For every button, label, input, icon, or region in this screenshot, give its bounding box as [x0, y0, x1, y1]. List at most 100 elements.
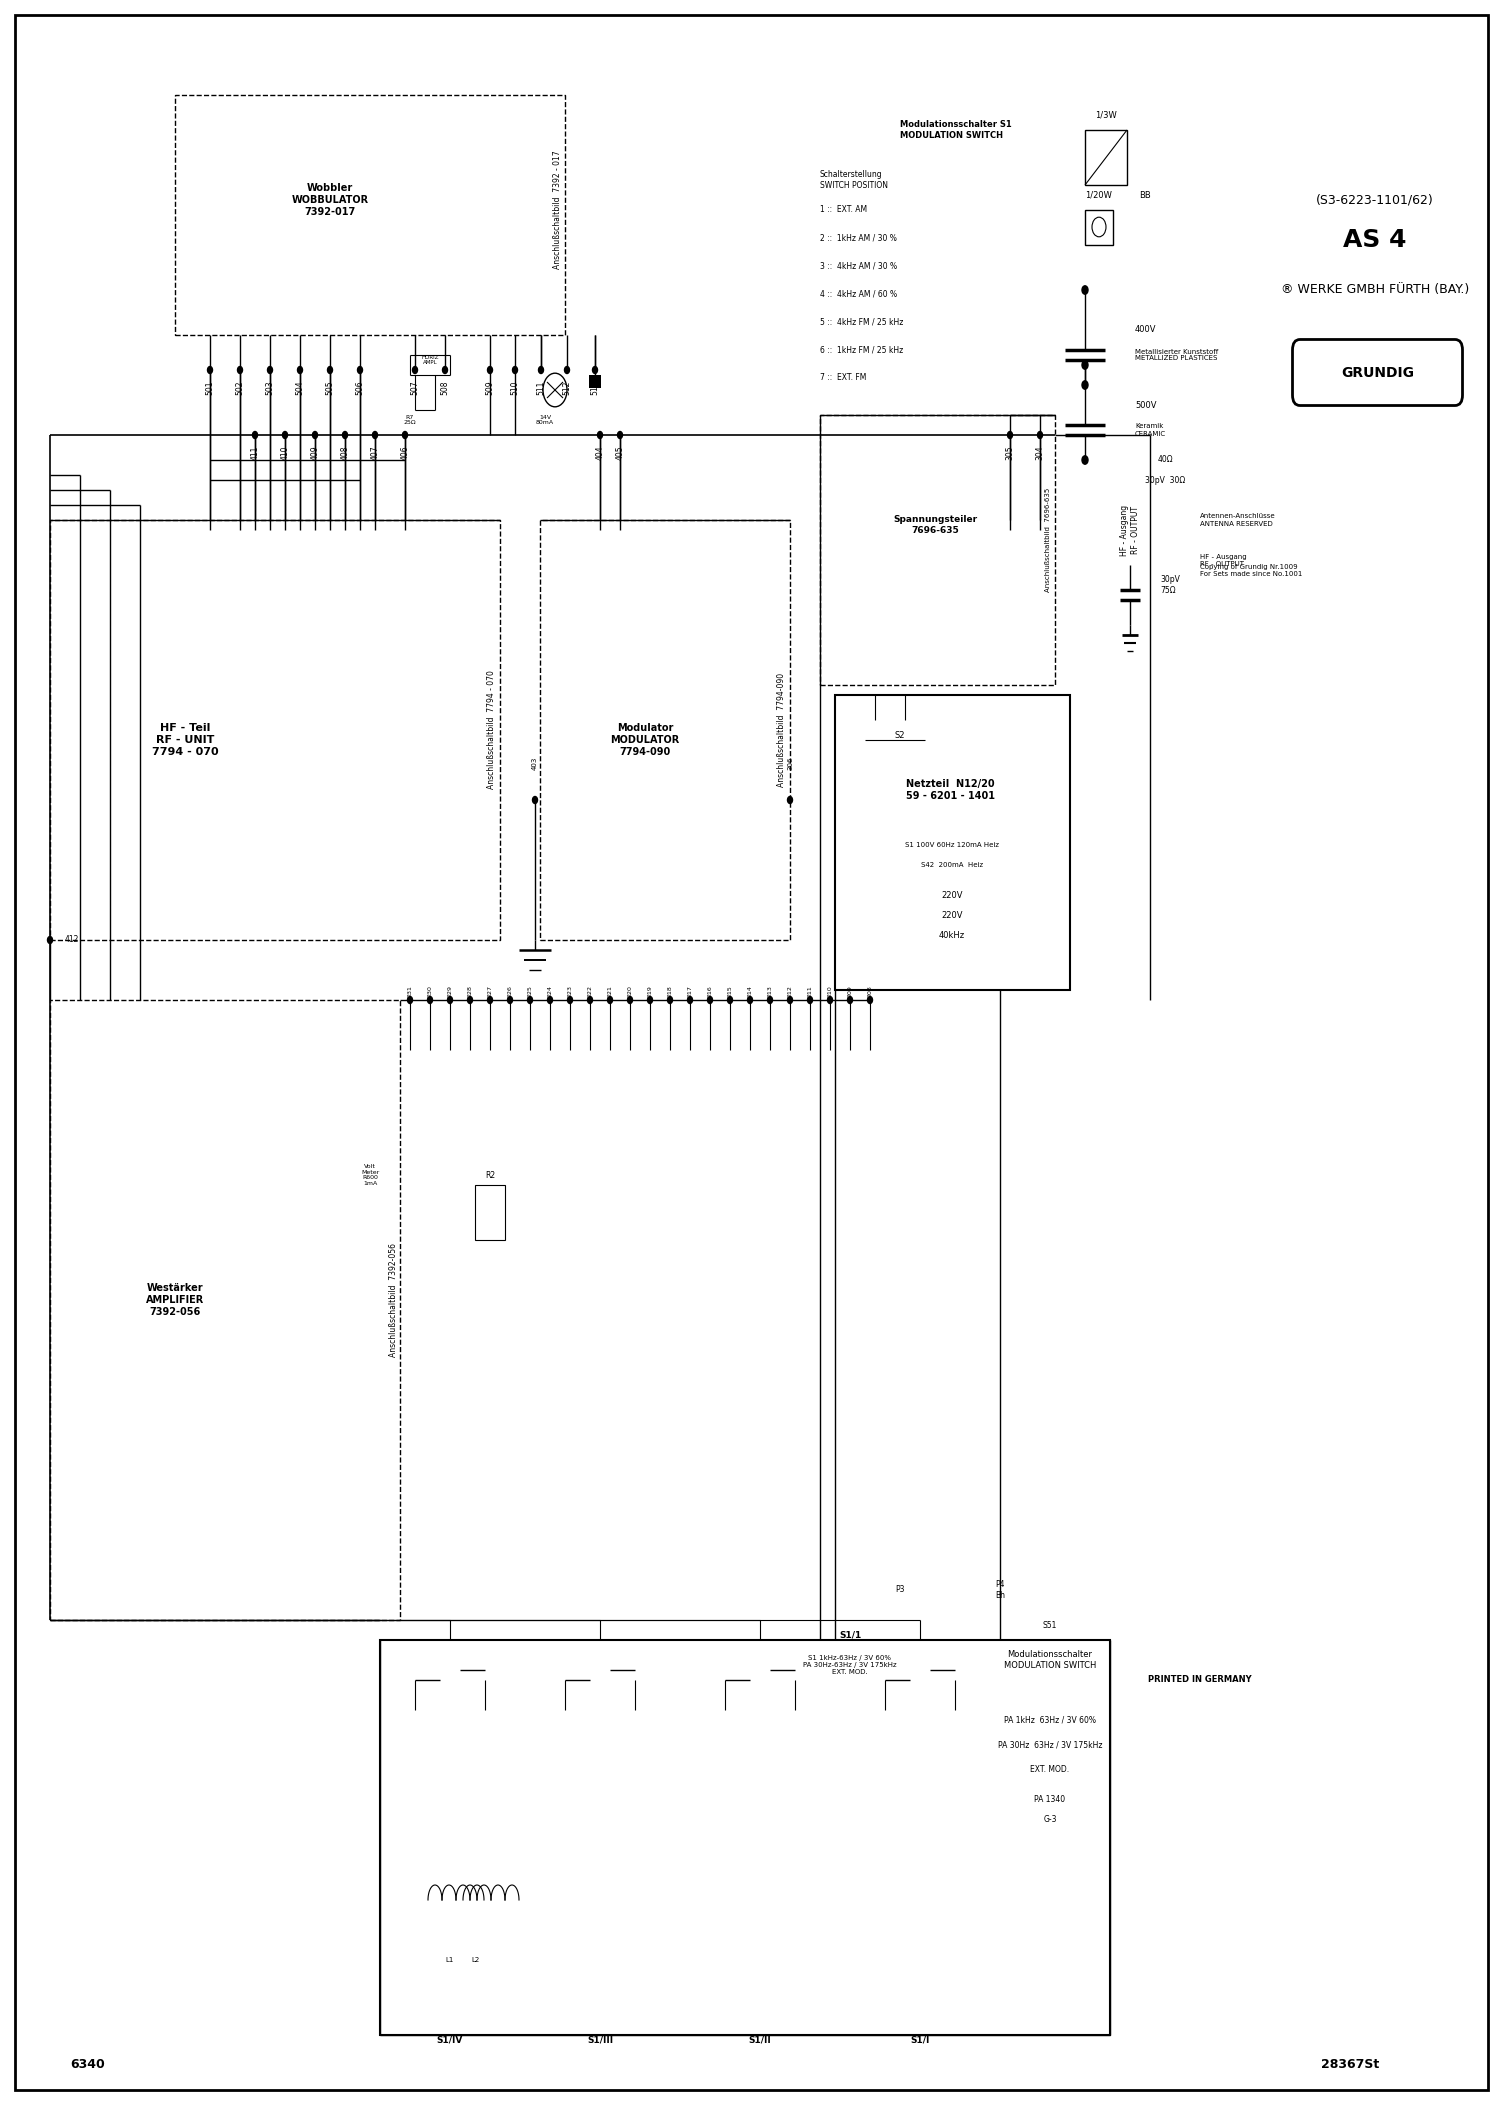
Circle shape — [668, 996, 672, 1003]
Text: 508: 508 — [441, 380, 450, 395]
Text: GRUNDIG: GRUNDIG — [1341, 366, 1414, 380]
Text: 40kHz: 40kHz — [939, 931, 964, 940]
Text: 3 ::  4kHz AM / 30 %: 3 :: 4kHz AM / 30 % — [821, 261, 897, 271]
Circle shape — [807, 996, 813, 1003]
Text: 1/20W: 1/20W — [1086, 191, 1113, 200]
Circle shape — [357, 366, 363, 374]
Circle shape — [48, 937, 52, 944]
Bar — [540, 519, 790, 940]
Circle shape — [548, 996, 552, 1003]
Circle shape — [747, 996, 753, 1003]
Text: Westärker
AMPLIFIER
7392-056: Westärker AMPLIFIER 7392-056 — [146, 1284, 204, 1316]
Text: 410: 410 — [280, 446, 290, 460]
Circle shape — [567, 996, 573, 1003]
Circle shape — [564, 366, 570, 374]
Circle shape — [1038, 431, 1042, 439]
Text: 211: 211 — [807, 986, 813, 996]
Text: 220V: 220V — [942, 891, 963, 900]
Text: 304: 304 — [1035, 446, 1044, 460]
Text: 229: 229 — [447, 986, 453, 996]
Circle shape — [1082, 456, 1088, 465]
Circle shape — [528, 996, 532, 1003]
Circle shape — [618, 431, 622, 439]
Text: S1 1kHz-63Hz / 3V 60%
PA 30Hz-63Hz / 3V 175kHz
EXT. MOD.: S1 1kHz-63Hz / 3V 60% PA 30Hz-63Hz / 3V … — [802, 1654, 897, 1675]
Circle shape — [532, 797, 537, 803]
Text: 1/3W: 1/3W — [1095, 111, 1118, 120]
Bar — [1084, 130, 1126, 185]
Text: 221: 221 — [608, 986, 612, 996]
Text: 228: 228 — [468, 986, 472, 996]
Text: 510: 510 — [510, 380, 519, 395]
Circle shape — [402, 431, 408, 439]
Text: 220V: 220V — [942, 910, 963, 919]
Text: 231: 231 — [408, 986, 413, 996]
Text: 227: 227 — [488, 986, 492, 996]
Circle shape — [627, 996, 633, 1003]
Circle shape — [538, 366, 543, 374]
Circle shape — [427, 996, 432, 1003]
Circle shape — [828, 996, 833, 1003]
Text: G-3: G-3 — [1044, 1816, 1056, 1825]
Text: 28367St: 28367St — [1322, 2058, 1378, 2070]
Text: 222: 222 — [588, 986, 592, 996]
Circle shape — [687, 996, 693, 1003]
Text: Modulationsschalter
MODULATION SWITCH: Modulationsschalter MODULATION SWITCH — [1004, 1650, 1096, 1669]
Bar — [380, 1640, 1110, 2035]
Text: 1 ::  EXT. AM: 1 :: EXT. AM — [821, 206, 867, 214]
Text: 216: 216 — [708, 986, 712, 996]
Circle shape — [408, 996, 413, 1003]
Circle shape — [708, 996, 712, 1003]
Text: 509: 509 — [486, 380, 495, 395]
Circle shape — [297, 366, 303, 374]
Text: 226: 226 — [507, 986, 513, 996]
Text: EXT. MOD.: EXT. MOD. — [1030, 1766, 1069, 1774]
Circle shape — [597, 431, 603, 439]
Text: S1/III: S1/III — [586, 2035, 613, 2045]
Circle shape — [312, 431, 318, 439]
Text: HF - Ausgang
RF - OUTPUT: HF - Ausgang RF - OUTPUT — [1120, 504, 1140, 555]
Text: 14V
80mA: 14V 80mA — [536, 414, 554, 425]
Circle shape — [648, 996, 652, 1003]
Text: Copying of Grundig Nr.1009
For Sets made since No.1001: Copying of Grundig Nr.1009 For Sets made… — [1200, 563, 1302, 576]
Text: 6 ::  1kHz FM / 25 kHz: 6 :: 1kHz FM / 25 kHz — [821, 345, 903, 355]
Circle shape — [507, 996, 513, 1003]
Text: Keramik
CERAMIC: Keramik CERAMIC — [1136, 423, 1166, 437]
Circle shape — [768, 996, 772, 1003]
Text: S42  200mA  Heiz: S42 200mA Heiz — [921, 862, 982, 868]
Text: Modulationsschalter S1
MODULATION SWITCH: Modulationsschalter S1 MODULATION SWITCH — [900, 120, 1011, 139]
Text: 209: 209 — [847, 986, 852, 996]
Text: 503: 503 — [266, 380, 274, 395]
Text: Wobbler
WOBBULATOR
7392-017: Wobbler WOBBULATOR 7392-017 — [291, 183, 369, 217]
Text: ® WERKE GMBH FÜRTH (BAY.): ® WERKE GMBH FÜRTH (BAY.) — [1281, 284, 1468, 296]
Circle shape — [372, 431, 378, 439]
Text: 30pV  30Ω: 30pV 30Ω — [1144, 475, 1185, 483]
Circle shape — [342, 431, 348, 439]
Text: 7 ::  EXT. FM: 7 :: EXT. FM — [821, 374, 867, 383]
Text: Anschlußschaltbild  7392-056: Anschlußschaltbild 7392-056 — [388, 1242, 398, 1358]
Text: 512: 512 — [562, 380, 572, 395]
Text: S2: S2 — [894, 731, 904, 740]
Circle shape — [327, 366, 333, 374]
Circle shape — [1082, 380, 1088, 389]
Text: 506: 506 — [356, 380, 364, 395]
Text: 405: 405 — [615, 446, 624, 460]
Text: 406: 406 — [400, 446, 410, 460]
Text: Spannungsteiler
7696-635: Spannungsteiler 7696-635 — [892, 515, 977, 534]
Text: Anschlußschaltbild  7794-090: Anschlußschaltbild 7794-090 — [777, 673, 786, 786]
Text: 230: 230 — [427, 986, 432, 996]
Bar — [50, 519, 500, 940]
Text: 411: 411 — [251, 446, 260, 460]
Text: 306: 306 — [788, 757, 794, 769]
Text: S1/I: S1/I — [910, 2035, 930, 2045]
Text: PRINTED IN GERMANY: PRINTED IN GERMANY — [1148, 1675, 1252, 1684]
Circle shape — [847, 996, 852, 1003]
Text: 215: 215 — [728, 986, 732, 996]
Circle shape — [207, 366, 213, 374]
Circle shape — [488, 996, 492, 1003]
Text: L2: L2 — [471, 1957, 478, 1963]
Text: 404: 404 — [596, 446, 604, 460]
Text: 5 ::  4kHz FM / 25 kHz: 5 :: 4kHz FM / 25 kHz — [821, 317, 903, 326]
Circle shape — [788, 996, 792, 1003]
Text: 407: 407 — [370, 446, 380, 460]
Text: BB: BB — [1138, 191, 1150, 200]
